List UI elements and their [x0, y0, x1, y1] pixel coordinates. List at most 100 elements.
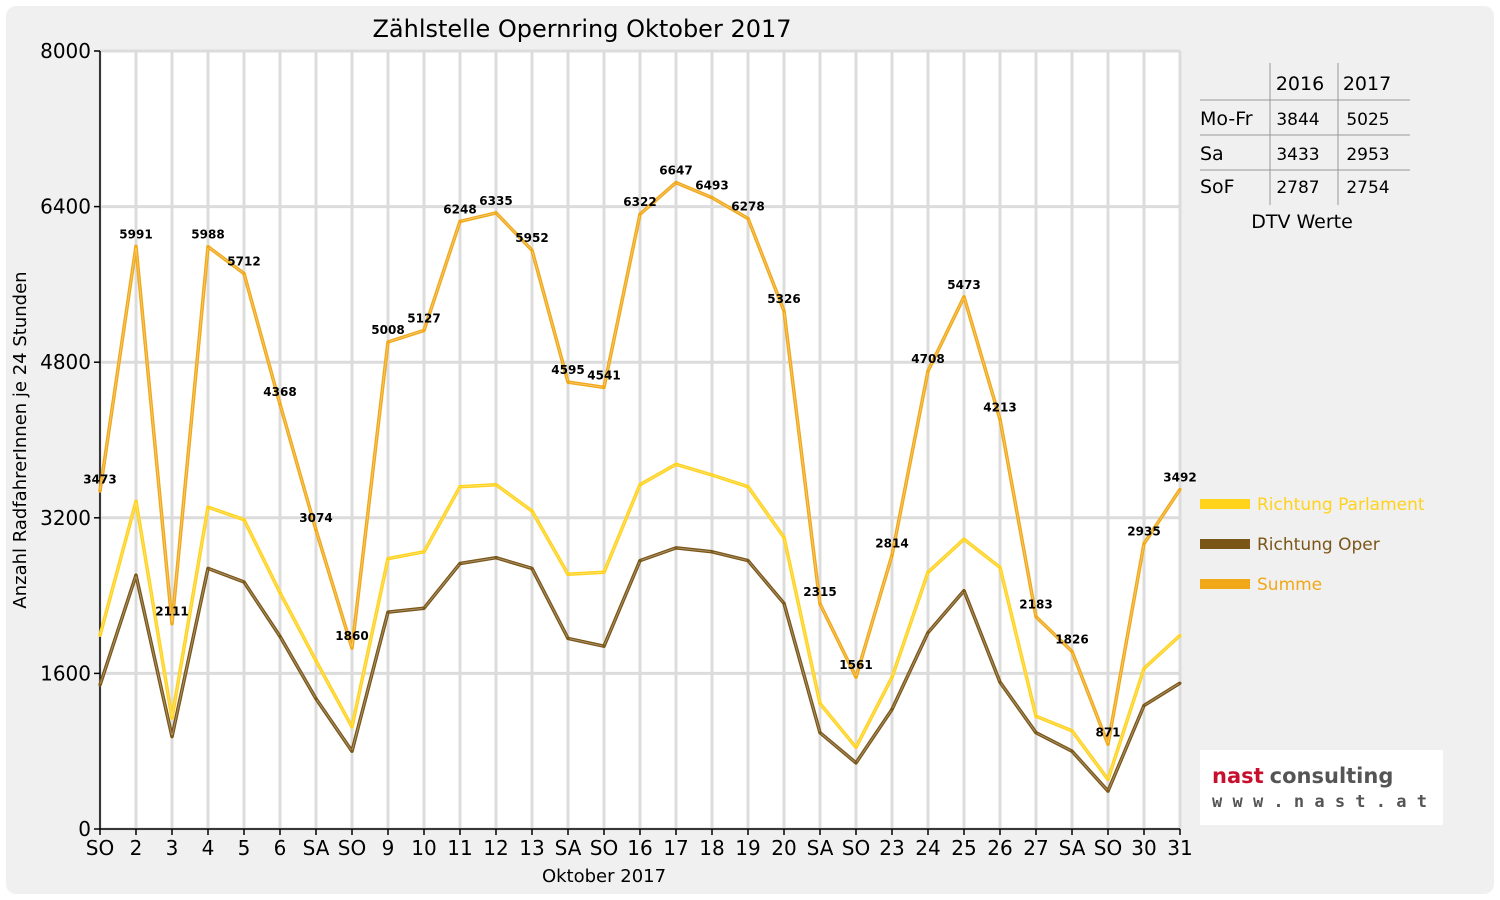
y-tick-label: 6400 — [40, 195, 91, 219]
logo: nast consulting w w w . n a s t . a t — [1200, 750, 1443, 825]
x-tick-label: SO — [590, 836, 618, 860]
data-point — [98, 683, 102, 687]
x-tick-label: 24 — [915, 836, 940, 860]
data-point — [746, 559, 750, 563]
data-point — [278, 634, 282, 638]
dtv-table: 2016 2017 Mo-Fr 3844 5025 Sa 3433 2953 S… — [1200, 63, 1410, 233]
y-tick-label: 8000 — [40, 39, 91, 63]
legend-label: Summe — [1257, 575, 1322, 595]
dtv-header-2016: 2016 — [1276, 73, 1324, 95]
dtv-header-2017: 2017 — [1343, 73, 1391, 95]
data-point — [242, 580, 246, 584]
x-tick-label: 26 — [987, 836, 1012, 860]
y-tick-label: 3200 — [40, 506, 91, 530]
data-point — [314, 659, 318, 663]
data-point — [962, 295, 966, 299]
data-label: 6322 — [623, 195, 656, 209]
dtv-cell: 3844 — [1276, 110, 1319, 130]
x-tick-label: 23 — [879, 836, 904, 860]
legend-label: Richtung Oper — [1257, 535, 1380, 555]
y-axis-ticks: 0 1600 3200 4800 6400 8000 — [40, 39, 100, 841]
data-point — [998, 680, 1002, 684]
x-tick-label: SO — [86, 836, 114, 860]
data-point — [494, 483, 498, 487]
data-point — [350, 646, 354, 650]
data-label: 1561 — [839, 658, 872, 672]
data-point — [458, 485, 462, 489]
data-label: 3074 — [299, 511, 332, 525]
logo-text: nast consulting — [1212, 764, 1393, 788]
x-tick-label: 2 — [130, 836, 143, 860]
data-point — [1106, 742, 1110, 746]
data-point — [1070, 729, 1074, 733]
data-point — [818, 702, 822, 706]
data-point — [206, 566, 210, 570]
data-point — [242, 518, 246, 522]
x-tick-label: 30 — [1131, 836, 1156, 860]
data-point — [602, 385, 606, 389]
dtv-cell: 5025 — [1346, 110, 1389, 130]
data-point — [710, 196, 714, 200]
data-point — [1070, 649, 1074, 653]
x-tick-label: SO — [842, 836, 870, 860]
x-tick-label: 5 — [238, 836, 251, 860]
data-point — [242, 272, 246, 276]
y-tick-label: 0 — [78, 817, 91, 841]
x-tick-label: SA — [1059, 836, 1086, 860]
data-point — [890, 553, 894, 557]
x-tick-label: 13 — [519, 836, 544, 860]
x-tick-label: 16 — [627, 836, 652, 860]
x-axis-label: Oktober 2017 — [542, 866, 666, 887]
data-point — [458, 219, 462, 223]
dtv-row-label: Sa — [1200, 143, 1224, 165]
data-point — [1106, 777, 1110, 781]
data-point — [998, 565, 1002, 569]
legend-swatch — [1200, 539, 1250, 549]
data-point — [638, 212, 642, 216]
data-label: 2315 — [803, 585, 836, 599]
data-point — [1034, 714, 1038, 718]
data-point — [278, 591, 282, 595]
data-point — [854, 745, 858, 749]
x-tick-label: 9 — [382, 836, 395, 860]
x-tick-label: 25 — [951, 836, 976, 860]
data-point — [818, 731, 822, 735]
data-point — [386, 340, 390, 344]
series-richtung-oper — [98, 546, 1182, 793]
data-point — [674, 546, 678, 550]
data-point — [818, 602, 822, 606]
data-label: 4708 — [911, 352, 944, 366]
data-point — [566, 636, 570, 640]
data-point — [998, 417, 1002, 421]
data-point — [98, 633, 102, 637]
chart-title: Zählstelle Opernring Oktober 2017 — [372, 15, 791, 43]
data-point — [746, 485, 750, 489]
legend: Richtung Parlament Richtung Oper Summe — [1200, 495, 1425, 595]
y-tick-label: 1600 — [40, 661, 91, 685]
data-point — [1034, 615, 1038, 619]
data-label: 871 — [1095, 725, 1120, 739]
data-point — [782, 535, 786, 539]
data-label: 5991 — [119, 227, 152, 241]
data-point — [530, 509, 534, 513]
data-label: 5952 — [515, 231, 548, 245]
data-label: 4213 — [983, 400, 1016, 414]
dtv-row-label: Mo-Fr — [1200, 108, 1253, 130]
x-tick-label: 4 — [202, 836, 215, 860]
data-point — [1106, 789, 1110, 793]
data-label: 5712 — [227, 255, 260, 269]
data-label: 6335 — [479, 194, 512, 208]
data-point — [710, 550, 714, 554]
x-tick-label: 12 — [483, 836, 508, 860]
data-label: 6248 — [443, 202, 476, 216]
data-point — [350, 749, 354, 753]
data-point — [422, 550, 426, 554]
data-point — [1178, 487, 1182, 491]
data-label: 5127 — [407, 311, 440, 325]
data-point — [134, 573, 138, 577]
data-point — [746, 216, 750, 220]
legend-swatch — [1200, 579, 1250, 589]
x-tick-label: 19 — [735, 836, 760, 860]
data-point — [782, 601, 786, 605]
